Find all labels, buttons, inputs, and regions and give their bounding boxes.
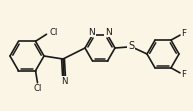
Text: Cl: Cl xyxy=(49,28,58,37)
Text: N: N xyxy=(61,76,67,85)
Text: F: F xyxy=(181,29,186,38)
Text: N: N xyxy=(105,28,112,37)
Text: F: F xyxy=(181,70,186,79)
Text: S: S xyxy=(128,41,134,51)
Text: N: N xyxy=(88,28,95,37)
Text: Cl: Cl xyxy=(33,84,42,93)
